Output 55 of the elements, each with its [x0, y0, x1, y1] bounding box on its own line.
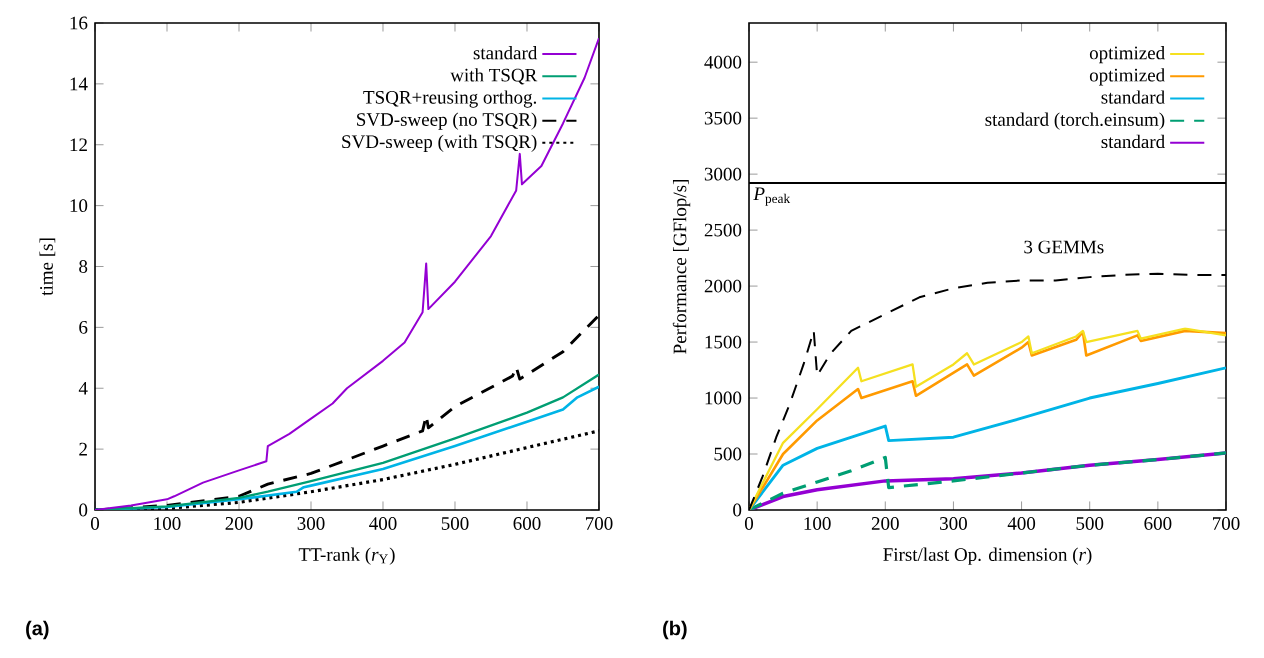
legend-label: standard — [1101, 90, 1165, 104]
legend-label: optimized — [1089, 46, 1165, 64]
x-tick-label: 500 — [441, 517, 469, 530]
y-tick-label: 10 — [70, 199, 88, 213]
legend-label: standard — [473, 46, 538, 60]
y-tick-label: 2 — [79, 442, 87, 456]
text: (a) — [26, 620, 49, 640]
x-tick-label: 600 — [1144, 517, 1172, 530]
x-tick-label: 100 — [804, 517, 831, 530]
x-tick-label: 200 — [225, 517, 253, 530]
y-tick-label: 2000 — [704, 279, 742, 293]
y-tick-label: 4000 — [704, 55, 742, 69]
legend-label: standard — [1101, 134, 1165, 149]
x-tick-label: 600 — [513, 517, 541, 530]
y-tick-label: 3500 — [704, 111, 742, 125]
x-tick-label: 100 — [154, 517, 181, 530]
y-tick-label: 1000 — [705, 391, 742, 405]
x-tick-label: 300 — [297, 517, 325, 530]
legend-label: TSQR+reusing orthog. — [363, 90, 537, 108]
x-tick-label: 200 — [871, 517, 899, 530]
y-axis-title: Performance [GFlop/s] — [672, 180, 691, 354]
ref-line-label: P$_{peak}$ — [753, 187, 791, 206]
x-tick-label: 300 — [940, 517, 967, 530]
x-axis-title: First/last Op. dimension (r) — [883, 547, 1092, 565]
y-tick-label: 1500 — [705, 335, 742, 349]
y-tick-label: 8 — [79, 260, 88, 273]
line-series — [95, 37, 599, 510]
y-tick-label: 2500 — [704, 223, 742, 237]
legend-label: with TSQR — [450, 68, 538, 85]
legend-label: optimized — [1089, 68, 1165, 86]
x-axis-title: TT-rank (r$_{Y}$) — [298, 547, 395, 565]
line-series — [749, 366, 1226, 510]
x-tick-label: 700 — [585, 517, 613, 530]
y-tick-label: 14 — [70, 77, 88, 91]
y-axis-title: time [s] — [39, 238, 56, 296]
x-tick-label: 400 — [1007, 517, 1036, 530]
x-tick-label: 0 — [744, 517, 754, 530]
y-tick-label: 3000 — [704, 167, 742, 181]
x-tick-label: 700 — [1213, 517, 1240, 530]
y-tick-label: 4 — [78, 381, 88, 395]
annotation: 3 GEMMs — [1024, 240, 1104, 254]
line-series — [749, 451, 1226, 510]
y-tick-label: 0 — [79, 503, 88, 517]
y-tick-label: 16 — [70, 16, 88, 30]
y-tick-label: 500 — [714, 447, 742, 461]
y-tick-label: 0 — [733, 503, 742, 517]
x-tick-label: 500 — [1076, 517, 1104, 530]
x-tick-label: 0 — [90, 517, 100, 530]
x-tick-label: 400 — [369, 517, 397, 530]
legend-label: standard (torch.einsum) — [985, 112, 1165, 130]
legend-label: SVD-sweep (with TSQR) — [342, 134, 537, 152]
legend-label: SVD-sweep (no TSQR) — [357, 112, 537, 130]
y-tick-label: 12 — [70, 138, 87, 152]
text: (b) — [663, 620, 687, 640]
y-tick-label: 6 — [79, 320, 88, 334]
